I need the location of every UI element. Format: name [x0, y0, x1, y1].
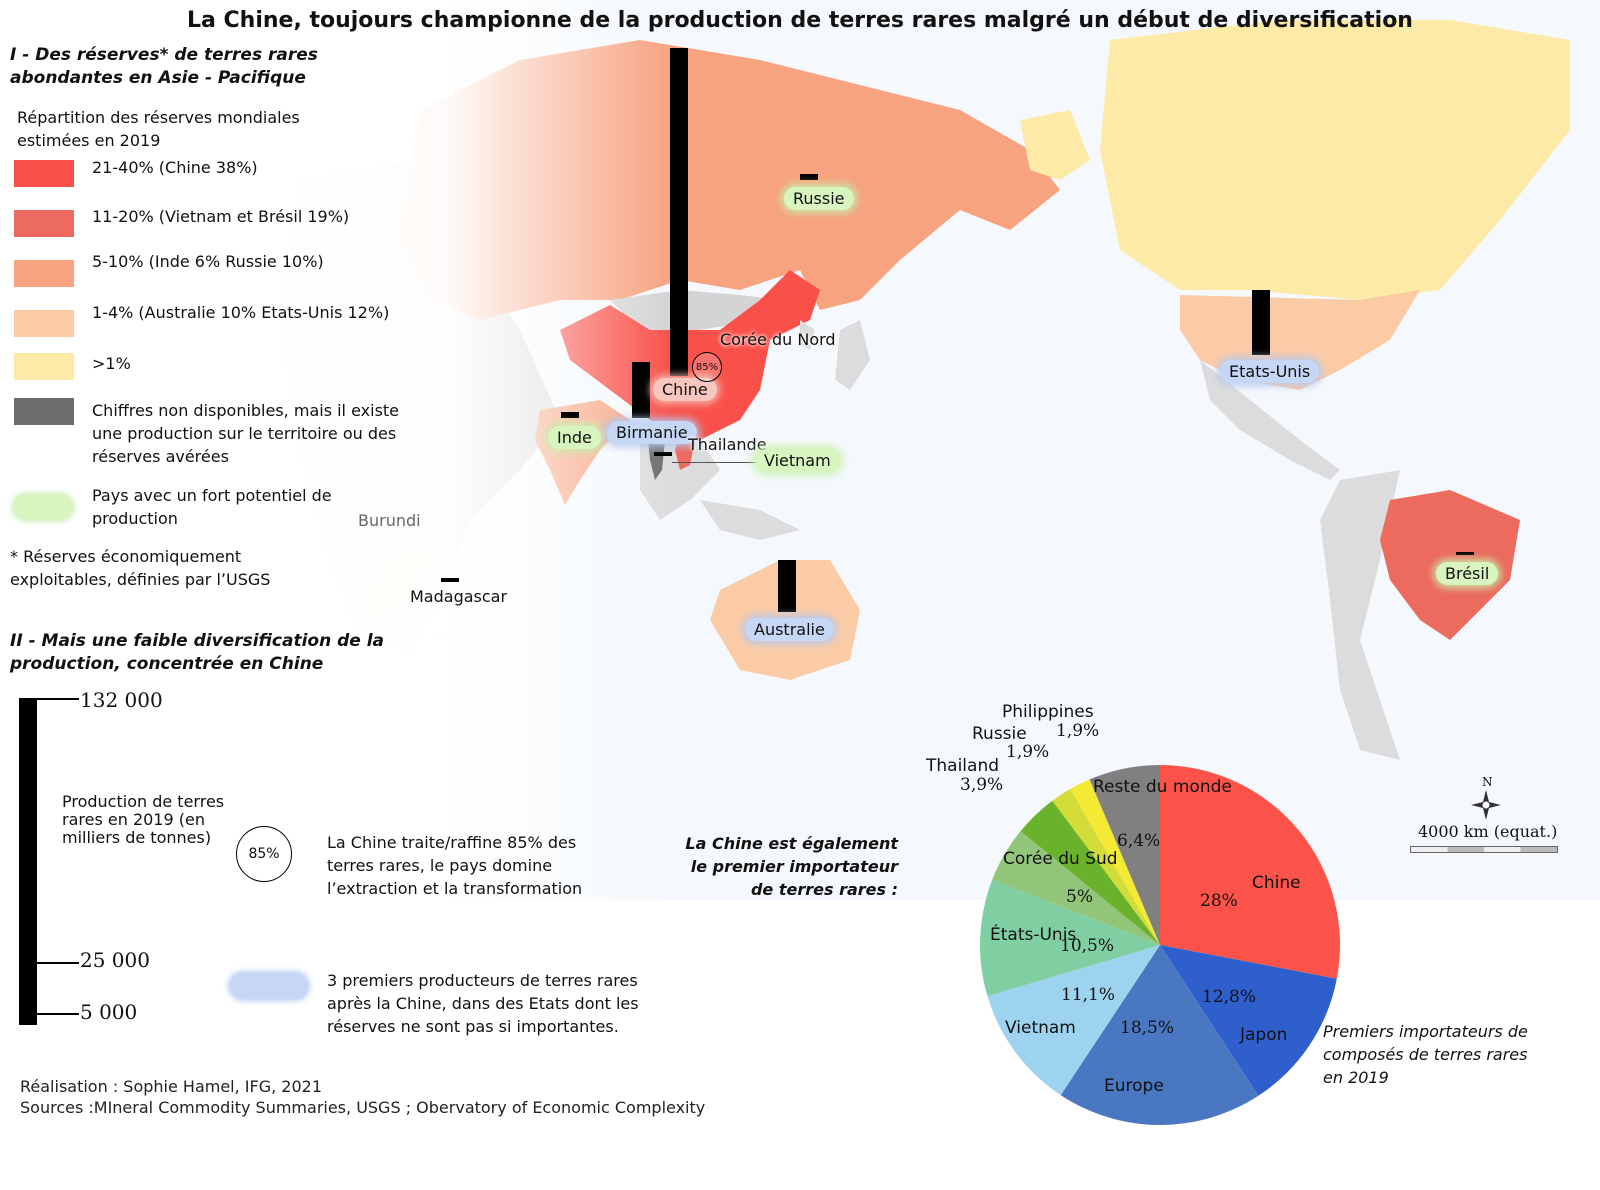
pie-slice-europe: [1060, 945, 1259, 1126]
legend-swatch-na: [14, 398, 74, 425]
reserves-footnote: * Réserves économiquement exploitables, …: [10, 547, 271, 589]
pie-intro: La Chine est également le premier import…: [685, 834, 898, 899]
legend-swatch-potential: [14, 495, 72, 519]
pie-label-japon: Japon: [1240, 1025, 1288, 1045]
pie-pct-etats-unis: 10,5%: [1060, 936, 1115, 956]
scale-tick-low: [19, 1013, 79, 1015]
pie-pct-chine: 28%: [1200, 891, 1238, 911]
pie-pct-vietnam: 11,1%: [1061, 985, 1116, 1005]
vietnam-leader-line: [672, 462, 758, 463]
legend-swatch-lt1: [14, 353, 74, 380]
legend-swatch-top-producers: [230, 973, 308, 999]
production-bar-usa: [1252, 290, 1270, 355]
pie-slice-thailand: [1020, 800, 1160, 945]
scale-description: Production de terres rares en 2019 (en m…: [62, 792, 225, 847]
compass-rose-icon: [1471, 790, 1501, 820]
pie-pct-europe: 18,5%: [1120, 1018, 1175, 1038]
pie-caption: Premiers importateurs de composés de ter…: [1323, 1022, 1528, 1087]
reserves-legend-title: Répartition des réserves mondiales estim…: [17, 108, 300, 150]
pie-pct-philippines: 1,9%: [1056, 721, 1100, 741]
pie-label-russie: Russie: [972, 724, 1027, 744]
legend-label-1-4: 1-4% (Australie 10% Etats-Unis 12%): [92, 303, 390, 322]
pie-slice-cor-e-du-sud: [992, 831, 1160, 945]
label-india: Inde: [548, 426, 601, 449]
label-australia: Australie: [745, 618, 834, 641]
production-bar-brazil: [1456, 552, 1474, 555]
legend-label-11-20: 11-20% (Vietnam et Brésil 19%): [92, 207, 350, 226]
production-bar-madagascar: [441, 578, 459, 582]
map-title: La Chine, toujours championne de la prod…: [187, 8, 1413, 33]
scale-tick-top: [19, 698, 79, 700]
compass-north-label: N: [1482, 775, 1493, 789]
credits-sources: Sources :MIneral Commodity Summaries, US…: [20, 1098, 706, 1117]
section1-heading: I - Des réserves* de terres rares abonda…: [10, 45, 318, 88]
label-burundi: Burundi: [358, 511, 421, 530]
refining-circle-legend: 85%: [236, 826, 292, 882]
pie-label-chine: Chine: [1252, 873, 1301, 893]
map-scale-bar: [1410, 846, 1558, 853]
label-usa: Etats-Unis: [1220, 360, 1320, 383]
legend-swatch-5-10: [14, 260, 74, 287]
pie-label-europe: Europe: [1104, 1076, 1164, 1096]
production-bar-burma: [632, 362, 650, 418]
legend-label-21-40: 21-40% (Chine 38%): [92, 158, 258, 177]
label-burma: Birmanie: [607, 421, 697, 444]
production-bar-russia: [800, 174, 818, 180]
legend-swatch-1-4: [14, 310, 74, 337]
refining-description: La Chine traite/raffine 85% des terres r…: [327, 833, 583, 898]
label-thailand: Thailande: [688, 435, 767, 454]
pie-slice-vietnam: [987, 945, 1160, 1096]
label-vietnam: Vietnam: [755, 449, 840, 472]
label-madagascar: Madagascar: [410, 587, 508, 606]
production-bar-australia: [778, 560, 796, 612]
production-bar-vietnam: [654, 452, 672, 456]
section2-heading: II - Mais une faible diversification de …: [10, 631, 385, 674]
legend-swatch-21-40: [14, 160, 74, 187]
pie-pct-reste-du-monde: 6,4%: [1117, 831, 1161, 851]
pie-pct-thailand: 3,9%: [960, 775, 1004, 795]
scale-label-132000: 132 000: [80, 688, 163, 712]
scale-tick-mid: [19, 962, 79, 964]
scale-label-25000: 25 000: [80, 948, 150, 972]
pie-slice-chine: [1160, 765, 1340, 979]
pie-slice-russie: [1052, 788, 1160, 945]
legend-label-lt1: >1%: [92, 354, 131, 373]
production-bar-china: [670, 48, 688, 376]
map-scale-label: 4000 km (equat.): [1418, 822, 1558, 841]
scale-label-5000: 5 000: [80, 1000, 138, 1024]
legend-swatch-11-20: [14, 210, 74, 237]
top-producers-description: 3 premiers producteurs de terres rares a…: [327, 971, 639, 1036]
pie-label-thailand: Thailand: [926, 756, 1000, 776]
legend-label-potential: Pays avec un fort potentiel de productio…: [92, 486, 332, 528]
china-refining-circle: 85%: [692, 352, 722, 382]
scale-bar: [19, 698, 37, 1025]
pie-slice-japon: [1160, 945, 1337, 1096]
legend-label-5-10: 5-10% (Inde 6% Russie 10%): [92, 252, 324, 271]
credits-realisation: Réalisation : Sophie Hamel, IFG, 2021: [20, 1077, 322, 1096]
pie-label-etats-unis: États-Unis: [990, 925, 1077, 945]
pie-pct-japon: 12,8%: [1202, 987, 1257, 1007]
pie-slice-reste-du-monde: [1089, 765, 1160, 945]
pie-label-reste-du-monde: Reste du monde: [1093, 777, 1232, 797]
label-russia: Russie: [784, 187, 854, 210]
pie-slice--tats-unis: [980, 879, 1160, 997]
pie-label-coree-du-sud: Corée du Sud: [1003, 849, 1118, 869]
pie-label-philippines: Philippines: [1002, 702, 1094, 722]
label-north-korea: Corée du Nord: [720, 330, 836, 349]
pie-label-vietnam: Vietnam: [1005, 1018, 1076, 1038]
pie-slice-philippines: [1070, 779, 1160, 945]
legend-label-na: Chiffres non disponibles, mais il existe…: [92, 401, 400, 466]
label-china: Chine: [653, 378, 717, 401]
label-brazil: Brésil: [1436, 562, 1499, 585]
production-bar-india: [561, 412, 579, 418]
pie-pct-coree-du-sud: 5%: [1066, 887, 1093, 907]
pie-pct-russie: 1,9%: [1006, 742, 1050, 762]
